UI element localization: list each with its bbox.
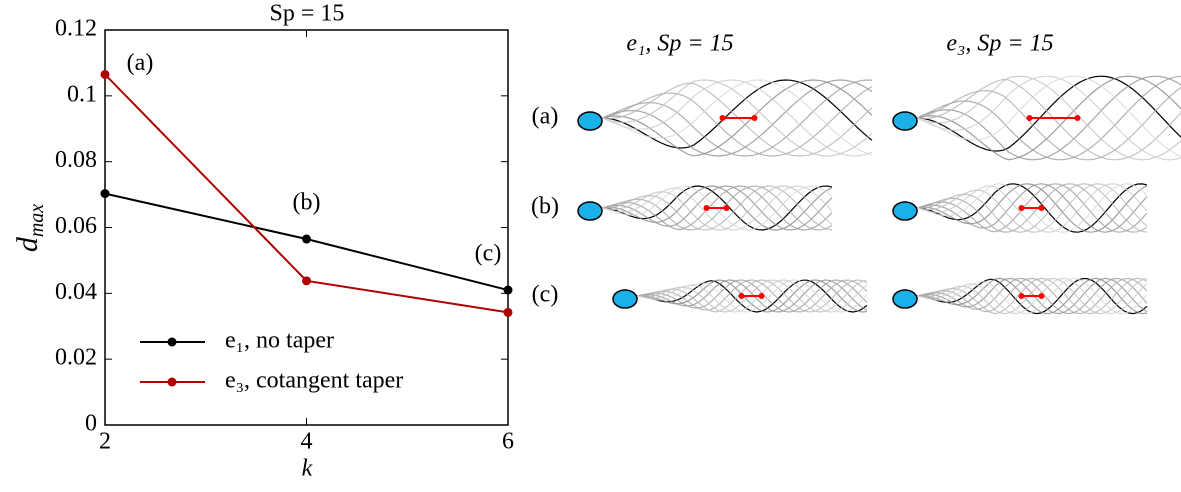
displacement-end <box>758 293 765 299</box>
chart-title: Sp = 15 <box>270 1 345 27</box>
waveform <box>916 277 1148 315</box>
y-tick-label: 0.04 <box>55 279 97 305</box>
waveform <box>636 279 868 313</box>
waveform <box>916 183 1148 233</box>
row-label: (b) <box>531 194 559 220</box>
displacement-end <box>751 115 758 121</box>
displacement-end <box>1074 115 1081 121</box>
waveform <box>916 183 1148 233</box>
waveform <box>916 75 1181 161</box>
displacement-end <box>738 293 745 299</box>
row-label: (a) <box>532 104 559 130</box>
swimmer-head <box>577 201 603 221</box>
swimmer-head <box>612 289 638 309</box>
panel-title: e₃, Sp = 15 <box>946 31 1053 57</box>
displacement-end <box>1018 205 1025 211</box>
waveform <box>601 79 873 157</box>
waveform <box>601 79 873 157</box>
y-tick-label: 0.12 <box>55 16 97 42</box>
point <box>503 307 513 317</box>
swimmer-head <box>892 201 918 221</box>
waveform <box>916 75 1181 158</box>
legend-label: e₁, no taper <box>225 328 334 354</box>
waveform <box>916 86 1181 161</box>
swimmer-head <box>892 111 918 131</box>
y-axis-label: dmax <box>11 204 48 252</box>
x-tick-label: 4 <box>301 429 313 455</box>
plot-frame <box>104 29 509 426</box>
displacement-end <box>719 115 726 121</box>
waveform <box>601 185 833 231</box>
waveform <box>916 75 1181 161</box>
waveform <box>601 185 833 231</box>
x-axis-label: k <box>302 456 313 482</box>
x-tick-label: 2 <box>99 429 111 455</box>
swimmer-head <box>892 289 918 309</box>
waveform <box>916 183 1148 233</box>
waveform <box>916 277 1148 315</box>
legend-marker <box>167 337 177 347</box>
waveform <box>601 79 873 156</box>
waveform <box>916 277 1148 315</box>
annotation: (c) <box>475 241 502 267</box>
waveform <box>916 183 1148 233</box>
displacement-end <box>1038 293 1045 299</box>
displacement-end <box>723 205 730 211</box>
row-label: (c) <box>532 282 559 308</box>
waveform <box>916 75 1181 161</box>
waveform <box>601 85 873 157</box>
displacement-end <box>1038 205 1045 211</box>
waveform <box>916 277 1148 315</box>
x-tick-label: 6 <box>502 429 514 455</box>
y-label-sub: max <box>26 204 48 237</box>
legend-marker <box>167 377 177 387</box>
waveform <box>601 79 873 157</box>
waveform <box>601 185 833 231</box>
waveform <box>601 185 833 231</box>
waveform <box>636 279 868 313</box>
y-tick-label: 0.06 <box>55 213 97 239</box>
waveform <box>601 185 833 231</box>
waveform <box>916 78 1181 161</box>
waveform <box>636 279 868 313</box>
waveform <box>916 277 1148 315</box>
displacement-end <box>1018 293 1025 299</box>
displacement-end <box>703 205 710 211</box>
waveform <box>916 183 1148 233</box>
point <box>100 69 110 79</box>
swimmer-head <box>577 111 603 131</box>
waveform <box>916 75 1181 161</box>
waveform <box>636 279 868 313</box>
y-tick-label: 0.08 <box>55 147 97 173</box>
displacement-end <box>1026 115 1033 121</box>
panel-title: e₁, Sp = 15 <box>626 31 733 57</box>
waveform <box>601 79 873 157</box>
waveform <box>636 279 868 313</box>
y-tick-label: 0.02 <box>55 345 97 371</box>
waveform <box>601 79 873 149</box>
waveform <box>916 183 1148 233</box>
legend-label: e₃, cotangent taper <box>225 368 403 394</box>
waveform <box>637 279 868 313</box>
waveform <box>916 277 1148 315</box>
point <box>100 189 110 199</box>
y-label-base: d <box>11 236 44 252</box>
y-tick-label: 0.1 <box>67 81 97 107</box>
waveform <box>916 277 1148 315</box>
annotation: (a) <box>127 50 154 76</box>
y-tick-label: 0 <box>85 411 97 437</box>
point <box>503 285 513 295</box>
point <box>302 276 311 286</box>
annotation: (b) <box>293 190 321 216</box>
point <box>302 234 311 244</box>
